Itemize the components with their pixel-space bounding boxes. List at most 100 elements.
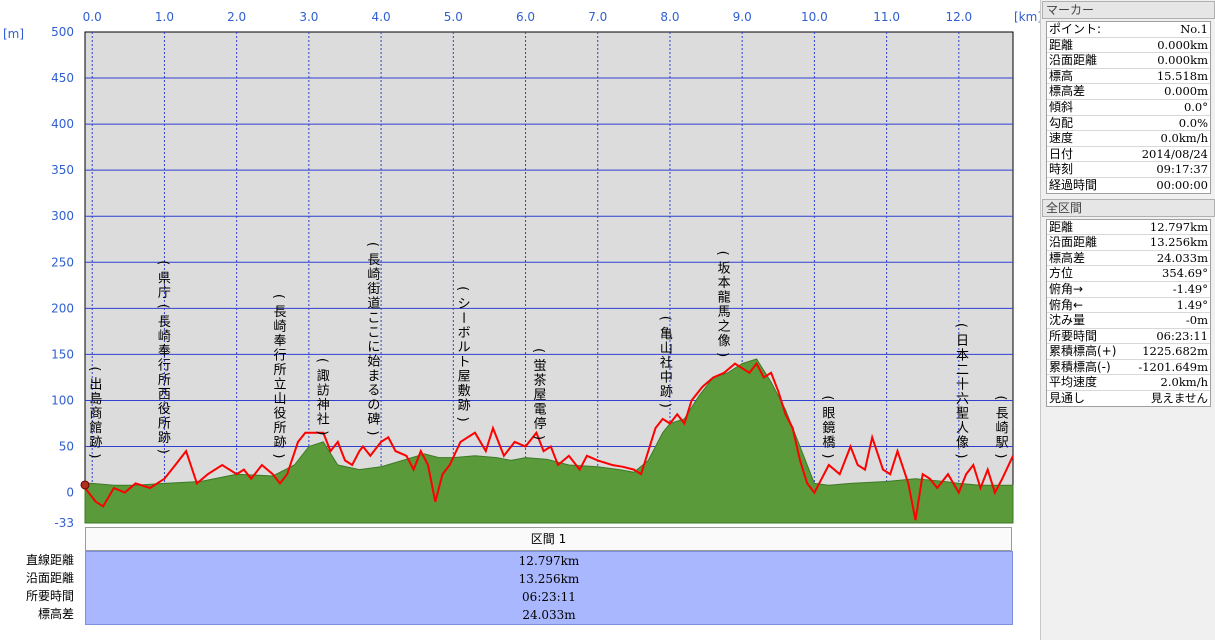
- marker-label: 距離: [1049, 37, 1074, 52]
- marker-table: ポイント: No.1 距離 0.000km 沿面距離 0.000km 標高 15.518m 標高…: [1046, 21, 1211, 194]
- svg-text:跡: 跡: [660, 384, 673, 400]
- y-tick-label: -33: [54, 516, 74, 527]
- svg-text:奉: 奉: [273, 334, 286, 349]
- total-value: 見えません: [1150, 391, 1208, 406]
- total-value: 1.49°: [1176, 297, 1208, 312]
- svg-text:人: 人: [956, 421, 969, 436]
- marker-value: 0.000m: [1164, 84, 1208, 99]
- total-row: 沿面距離 13.256km: [1047, 235, 1210, 251]
- svg-text:ー: ー: [455, 311, 470, 324]
- svg-text:(: (: [715, 251, 730, 256]
- y-tick-label: 50: [59, 440, 74, 454]
- total-value: 12.797km: [1149, 219, 1208, 234]
- segment-value: 13.256km: [518, 572, 580, 586]
- total-value: -0m: [1185, 313, 1208, 328]
- svg-text:屋: 屋: [458, 370, 471, 385]
- svg-text:): ): [657, 403, 672, 408]
- svg-text:商: 商: [89, 406, 102, 421]
- marker-value: 09:17:37: [1156, 162, 1208, 177]
- segment-value: 24.033m: [522, 608, 576, 622]
- marker-label: 標高差: [1049, 84, 1086, 99]
- marker-row: ポイント: No.1: [1047, 22, 1210, 38]
- total-label: 俯角←: [1049, 297, 1084, 312]
- segment-label: 所要時間: [25, 589, 74, 603]
- svg-text:に: に: [367, 340, 380, 355]
- svg-text:): ): [715, 352, 730, 357]
- total-row: 平均速度 2.0km/h: [1047, 375, 1210, 392]
- marker-row: 勾配 0.0%: [1047, 116, 1210, 132]
- y-tick-label: 0: [66, 486, 74, 500]
- svg-text:所: 所: [273, 421, 286, 436]
- svg-text:停: 停: [533, 416, 546, 432]
- marker-panel-title: マーカー: [1042, 1, 1215, 19]
- svg-text:六: 六: [956, 392, 969, 407]
- total-panel-title: 全区間: [1042, 198, 1215, 217]
- y-tick-label: 150: [51, 347, 74, 361]
- marker-label: ポイント:: [1049, 22, 1102, 36]
- svg-text:県: 県: [158, 271, 171, 286]
- total-row: 累積標高(-) -1201.649m: [1047, 360, 1210, 376]
- svg-text:): ): [365, 430, 380, 435]
- marker-row: 傾斜 0.0°: [1047, 100, 1210, 116]
- svg-text:): ): [271, 453, 286, 458]
- total-row: 距離 12.797km: [1047, 220, 1210, 236]
- svg-text:崎: 崎: [158, 329, 171, 344]
- svg-text:シ: シ: [458, 297, 471, 312]
- segment-label: 直線距離: [25, 553, 74, 567]
- marker-label: 標高: [1049, 68, 1074, 83]
- x-tick-label: 10.0: [801, 10, 828, 24]
- marker-value: 15.518m: [1156, 68, 1208, 83]
- svg-text:館: 館: [89, 421, 102, 436]
- segment-header[interactable]: 区間 1: [85, 527, 1012, 551]
- svg-text:本: 本: [956, 348, 969, 363]
- svg-text:崎: 崎: [367, 267, 380, 282]
- svg-text:所: 所: [158, 416, 171, 431]
- segment-value: 06:23:11: [522, 590, 576, 604]
- marker-value: 0.0km/h: [1160, 131, 1208, 146]
- svg-text:ル: ル: [458, 341, 471, 356]
- svg-text:亀: 亀: [660, 327, 673, 342]
- svg-text:): ): [820, 453, 835, 458]
- svg-text:始: 始: [367, 354, 380, 369]
- svg-text:(: (: [155, 260, 170, 265]
- total-label: 標高差: [1049, 250, 1086, 265]
- svg-text:神: 神: [317, 398, 330, 413]
- total-table: 距離 12.797km 沿面距離 13.256km 標高差 24.033m 方位 354.69…: [1046, 218, 1211, 407]
- marker-row: 標高差 0.000m: [1047, 84, 1210, 100]
- svg-text:山: 山: [273, 392, 286, 407]
- x-tick-label: 3.0: [299, 10, 318, 24]
- marker-label: 傾斜: [1049, 99, 1074, 114]
- x-tick-label: 6.0: [516, 10, 535, 24]
- segment-value: 12.797km: [518, 554, 580, 568]
- x-tick-label: 7.0: [588, 10, 607, 24]
- svg-text:長: 長: [367, 253, 380, 268]
- svg-text:訪: 訪: [317, 382, 330, 398]
- svg-text:日: 日: [956, 334, 969, 349]
- x-unit-label: [km]: [1014, 10, 1040, 24]
- svg-text:長: 長: [158, 315, 171, 330]
- svg-text:(: (: [365, 242, 380, 247]
- annotation-label: (眼鏡橋): [820, 395, 836, 458]
- svg-text:十: 十: [956, 377, 969, 392]
- svg-text:出: 出: [89, 377, 102, 392]
- svg-text:(: (: [271, 294, 286, 299]
- marker-row: 経過時間 00:00:00: [1047, 178, 1210, 193]
- x-tick-label: 2.0: [227, 10, 246, 24]
- svg-text:): ): [87, 453, 102, 458]
- marker-row: 日付 2014/08/24: [1047, 147, 1210, 163]
- svg-text:聖: 聖: [956, 406, 969, 421]
- svg-text:ま: ま: [367, 369, 380, 384]
- x-tick-label: 5.0: [444, 10, 463, 24]
- total-value: 06:23:11: [1156, 328, 1208, 343]
- x-tick-label: 4.0: [372, 10, 391, 24]
- x-tick-label: 0.0: [83, 10, 102, 24]
- svg-text:(: (: [314, 358, 329, 363]
- svg-text:跡: 跡: [158, 430, 171, 446]
- y-tick-label: 350: [51, 163, 74, 177]
- svg-text:): ): [314, 430, 329, 435]
- svg-text:所: 所: [273, 363, 286, 378]
